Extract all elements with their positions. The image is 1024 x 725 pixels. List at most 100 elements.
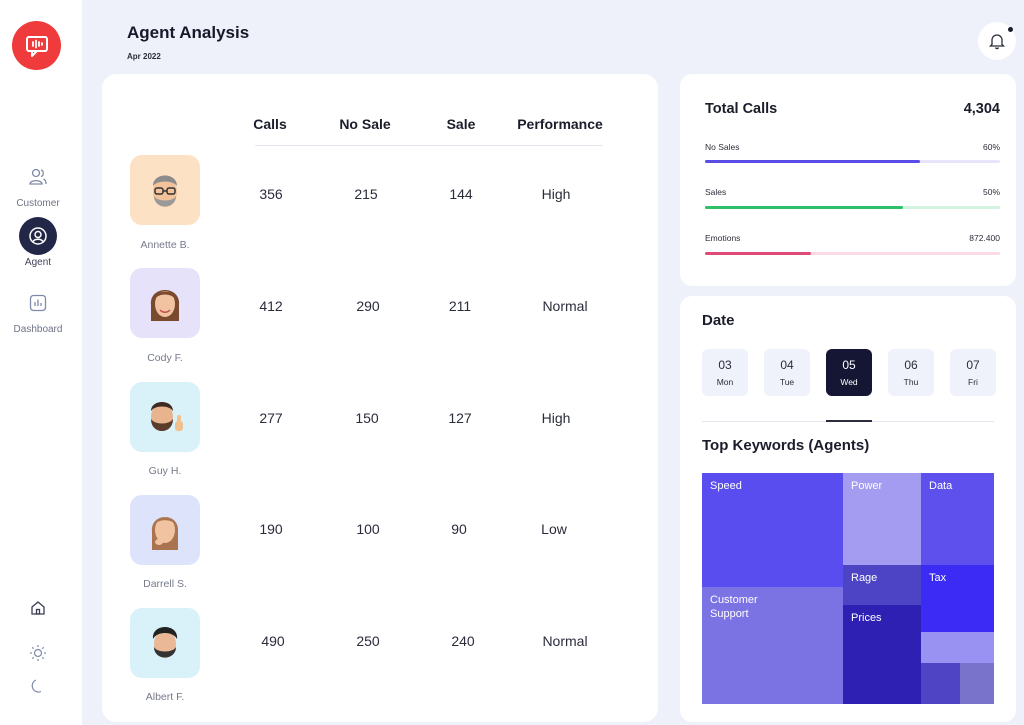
keyword-label: Power <box>851 480 883 492</box>
metric-label-sales: Sales <box>705 187 727 197</box>
keyword-tile-tax[interactable]: Tax <box>921 565 994 632</box>
day-name: Thu <box>903 377 919 387</box>
cell-performance: Low <box>541 521 567 537</box>
metric-value-sales: 50% <box>982 187 1000 197</box>
sidebar: Customer Agent Dashboard <box>0 0 82 725</box>
day-button-fri[interactable]: 07 Fri <box>950 349 996 396</box>
day-number: 06 <box>904 358 918 372</box>
page-title: Agent Analysis <box>127 23 250 42</box>
keyword-tile-customer-support[interactable]: Customer Support <box>702 587 843 704</box>
sidebar-item-agent[interactable]: Agent <box>0 217 76 268</box>
column-header-no-sale[interactable]: No Sale <box>339 116 391 132</box>
notification-dot <box>1008 27 1013 32</box>
progress-fill-emotions <box>705 252 812 255</box>
cell-no-sale: 215 <box>354 186 378 202</box>
cell-calls: 356 <box>259 186 283 202</box>
day-number: 03 <box>718 358 732 372</box>
sidebar-item-label: Agent <box>24 257 52 268</box>
logo[interactable] <box>12 21 61 70</box>
bell-icon <box>988 34 1006 50</box>
day-name: Mon <box>716 377 734 387</box>
progress-track-emotions <box>705 252 1000 255</box>
keyword-tile-power[interactable]: Power <box>843 473 921 565</box>
cell-no-sale: 290 <box>356 298 380 314</box>
cell-calls: 190 <box>259 521 283 537</box>
keyword-tile[interactable] <box>921 663 960 704</box>
agent-name: Darrell S. <box>143 578 187 590</box>
notification-button[interactable] <box>978 22 1016 60</box>
keyword-label: Speed <box>710 480 742 492</box>
metric-label-emotions: Emotions <box>705 233 741 243</box>
agent-avatar[interactable] <box>130 382 200 452</box>
sidebar-item-dashboard[interactable]: Dashboard <box>0 284 76 335</box>
agent-avatar[interactable] <box>130 608 200 678</box>
agent-avatar[interactable] <box>130 155 200 225</box>
avatar-bearded-man-thumbs-up-icon <box>151 402 183 431</box>
day-button-wed[interactable]: 05 Wed <box>826 349 872 396</box>
sidebar-item-customer[interactable]: Customer <box>0 158 76 209</box>
avatar-woman-brown-hair-icon <box>150 290 180 321</box>
cell-no-sale: 100 <box>356 521 380 537</box>
cell-performance: High <box>541 410 571 426</box>
day-name: Wed <box>840 377 858 387</box>
avatar-dark-haired-man-icon <box>152 627 178 658</box>
column-header-sale[interactable]: Sale <box>446 116 476 132</box>
keyword-tile-prices[interactable]: Prices <box>843 605 921 704</box>
home-icon[interactable] <box>27 597 49 619</box>
cell-sale: 240 <box>451 633 475 649</box>
cell-performance: High <box>541 186 571 202</box>
day-button-mon[interactable]: 03 Mon <box>702 349 748 396</box>
cell-sale: 90 <box>451 521 467 537</box>
header-divider <box>255 145 603 146</box>
cell-sale: 127 <box>448 410 472 426</box>
cell-calls: 412 <box>259 298 283 314</box>
keyword-tile[interactable] <box>921 632 994 663</box>
keyword-tile-rage[interactable]: Rage <box>843 565 921 605</box>
cell-sale: 144 <box>449 186 473 202</box>
keyword-tile-data[interactable]: Data <box>921 473 994 565</box>
keyword-tile[interactable] <box>960 663 994 704</box>
day-button-tue[interactable]: 04 Tue <box>764 349 810 396</box>
agent-avatar[interactable] <box>130 495 200 565</box>
keyword-label: Customer Support <box>710 594 758 620</box>
day-button-thu[interactable]: 06 Thu <box>888 349 934 396</box>
sun-icon[interactable] <box>27 642 49 664</box>
sidebar-item-label: Customer <box>16 198 60 209</box>
avatar-glasses-man-icon <box>153 175 177 207</box>
cell-no-sale: 150 <box>355 410 379 426</box>
agent-name: Albert F. <box>145 691 185 703</box>
progress-track-sales <box>705 206 1000 209</box>
date-title: Date <box>702 312 735 329</box>
column-header-calls[interactable]: Calls <box>253 116 287 132</box>
metric-value-no-sales: 60% <box>982 142 1000 152</box>
cell-performance: Normal <box>542 298 588 314</box>
keyword-label: Prices <box>851 612 882 624</box>
user-circle-icon <box>19 217 57 255</box>
column-header-performance[interactable]: Performance <box>517 116 603 132</box>
cell-sale: 211 <box>448 298 472 314</box>
progress-track-no-sales <box>705 160 1000 163</box>
cell-no-sale: 250 <box>356 633 380 649</box>
keyword-label: Data <box>929 480 953 492</box>
avatar-woman-thinking-icon <box>151 517 179 550</box>
day-number: 04 <box>780 358 794 372</box>
selected-day-indicator <box>826 420 872 422</box>
agent-name: Annette B. <box>140 239 190 251</box>
chart-icon <box>19 284 57 322</box>
keyword-tile-speed[interactable]: Speed <box>702 473 843 587</box>
keyword-label: Tax <box>929 572 947 584</box>
cell-calls: 490 <box>261 633 285 649</box>
agent-avatar[interactable] <box>130 268 200 338</box>
total-calls-card <box>680 74 1016 286</box>
cell-calls: 277 <box>259 410 283 426</box>
day-number: 07 <box>966 358 980 372</box>
moon-icon[interactable] <box>27 675 49 697</box>
keywords-title: Top Keywords (Agents) <box>702 437 870 454</box>
day-number: 05 <box>842 358 856 372</box>
cell-performance: Normal <box>542 633 588 649</box>
page-subtitle: Apr 2022 <box>127 52 161 61</box>
progress-fill-no-sales <box>705 160 921 163</box>
day-name: Fri <box>968 377 978 387</box>
metric-value-emotions: 872.400 <box>969 233 1000 243</box>
day-name: Tue <box>779 377 795 387</box>
